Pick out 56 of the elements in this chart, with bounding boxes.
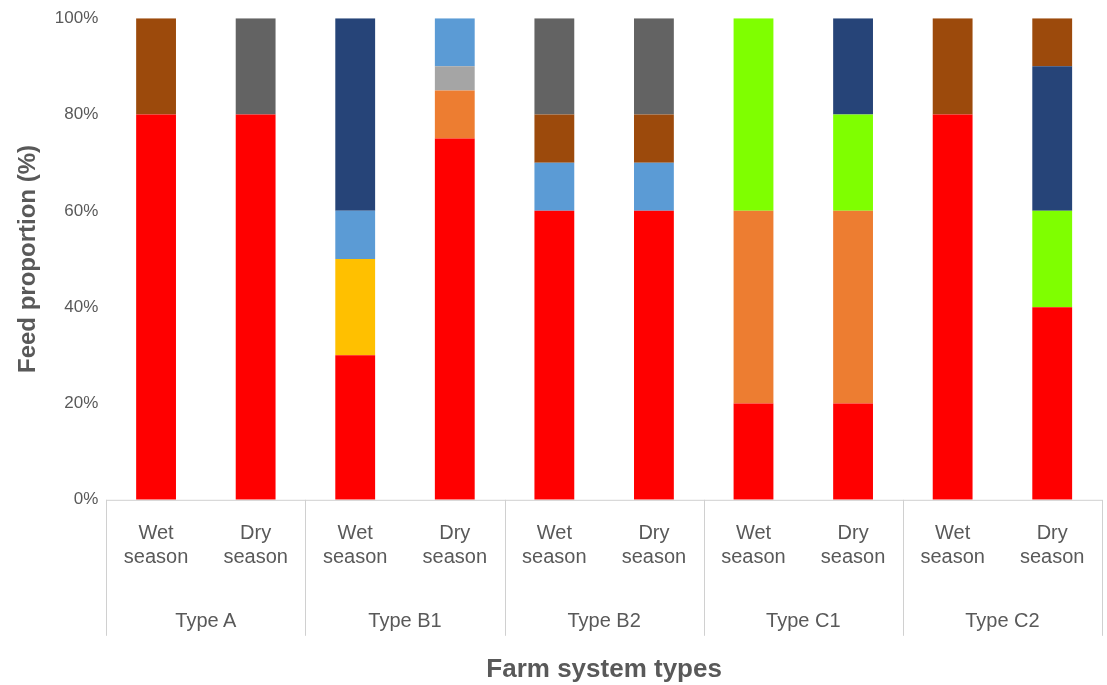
- x-tick-label: Dry season: [223, 521, 288, 568]
- y-tick-label: 40%: [64, 296, 99, 316]
- x-tick-label: Wet season: [920, 521, 985, 568]
- bar: [235, 114, 276, 500]
- x-tick-label: Dry season: [1019, 521, 1085, 568]
- bar: [733, 18, 774, 211]
- bar: [634, 210, 674, 500]
- y-tick-label: 100%: [54, 7, 99, 27]
- x-tick-label: Wet season: [322, 521, 388, 568]
- bar: [335, 259, 376, 356]
- x-axis-title: Farm system types: [486, 652, 722, 683]
- bar: [534, 114, 575, 163]
- text: Type A: [175, 609, 238, 632]
- x-tick-label: Wet season: [721, 521, 786, 568]
- bar: [932, 114, 973, 500]
- bar: [434, 138, 475, 500]
- bar: [534, 162, 575, 211]
- bar: [833, 210, 873, 404]
- x-tick-label: Dry season: [422, 521, 488, 568]
- bar: [634, 114, 674, 163]
- bar: [136, 114, 176, 500]
- text: Type C2: [965, 609, 1040, 632]
- text: Type B1: [368, 609, 442, 632]
- y-tick-label: 60%: [64, 200, 99, 220]
- bar: [136, 18, 176, 115]
- y-tick-label: 0%: [73, 489, 99, 509]
- y-tick-label: 20%: [64, 393, 99, 413]
- y-tick-label: 80%: [64, 104, 99, 124]
- bar: [335, 210, 376, 259]
- bar: [235, 18, 276, 115]
- bar: [634, 162, 674, 211]
- bar: [434, 18, 475, 67]
- bar: [733, 403, 774, 500]
- bar: [434, 90, 475, 139]
- bar: [1032, 66, 1073, 211]
- x-tick-label: Dry season: [621, 521, 687, 568]
- x-tick-label: Wet season: [123, 521, 189, 568]
- bar: [634, 18, 674, 115]
- bar: [1032, 210, 1073, 308]
- bar: [1032, 18, 1073, 67]
- bar: [733, 210, 774, 404]
- text: Type B2: [567, 609, 641, 632]
- bar: [335, 355, 376, 500]
- y-axis-title: Feed proportion (%): [13, 145, 41, 373]
- text: Type C1: [766, 609, 841, 632]
- bar: [932, 18, 973, 115]
- x-tick-label: Dry season: [820, 521, 886, 568]
- bar: [1032, 307, 1073, 500]
- bar: [833, 114, 873, 211]
- bar: [335, 18, 376, 211]
- bar: [434, 66, 475, 91]
- bar: [534, 210, 575, 500]
- x-tick-label: Wet season: [522, 521, 587, 568]
- bar: [534, 18, 575, 115]
- bar: [833, 18, 873, 115]
- bar: [833, 403, 873, 500]
